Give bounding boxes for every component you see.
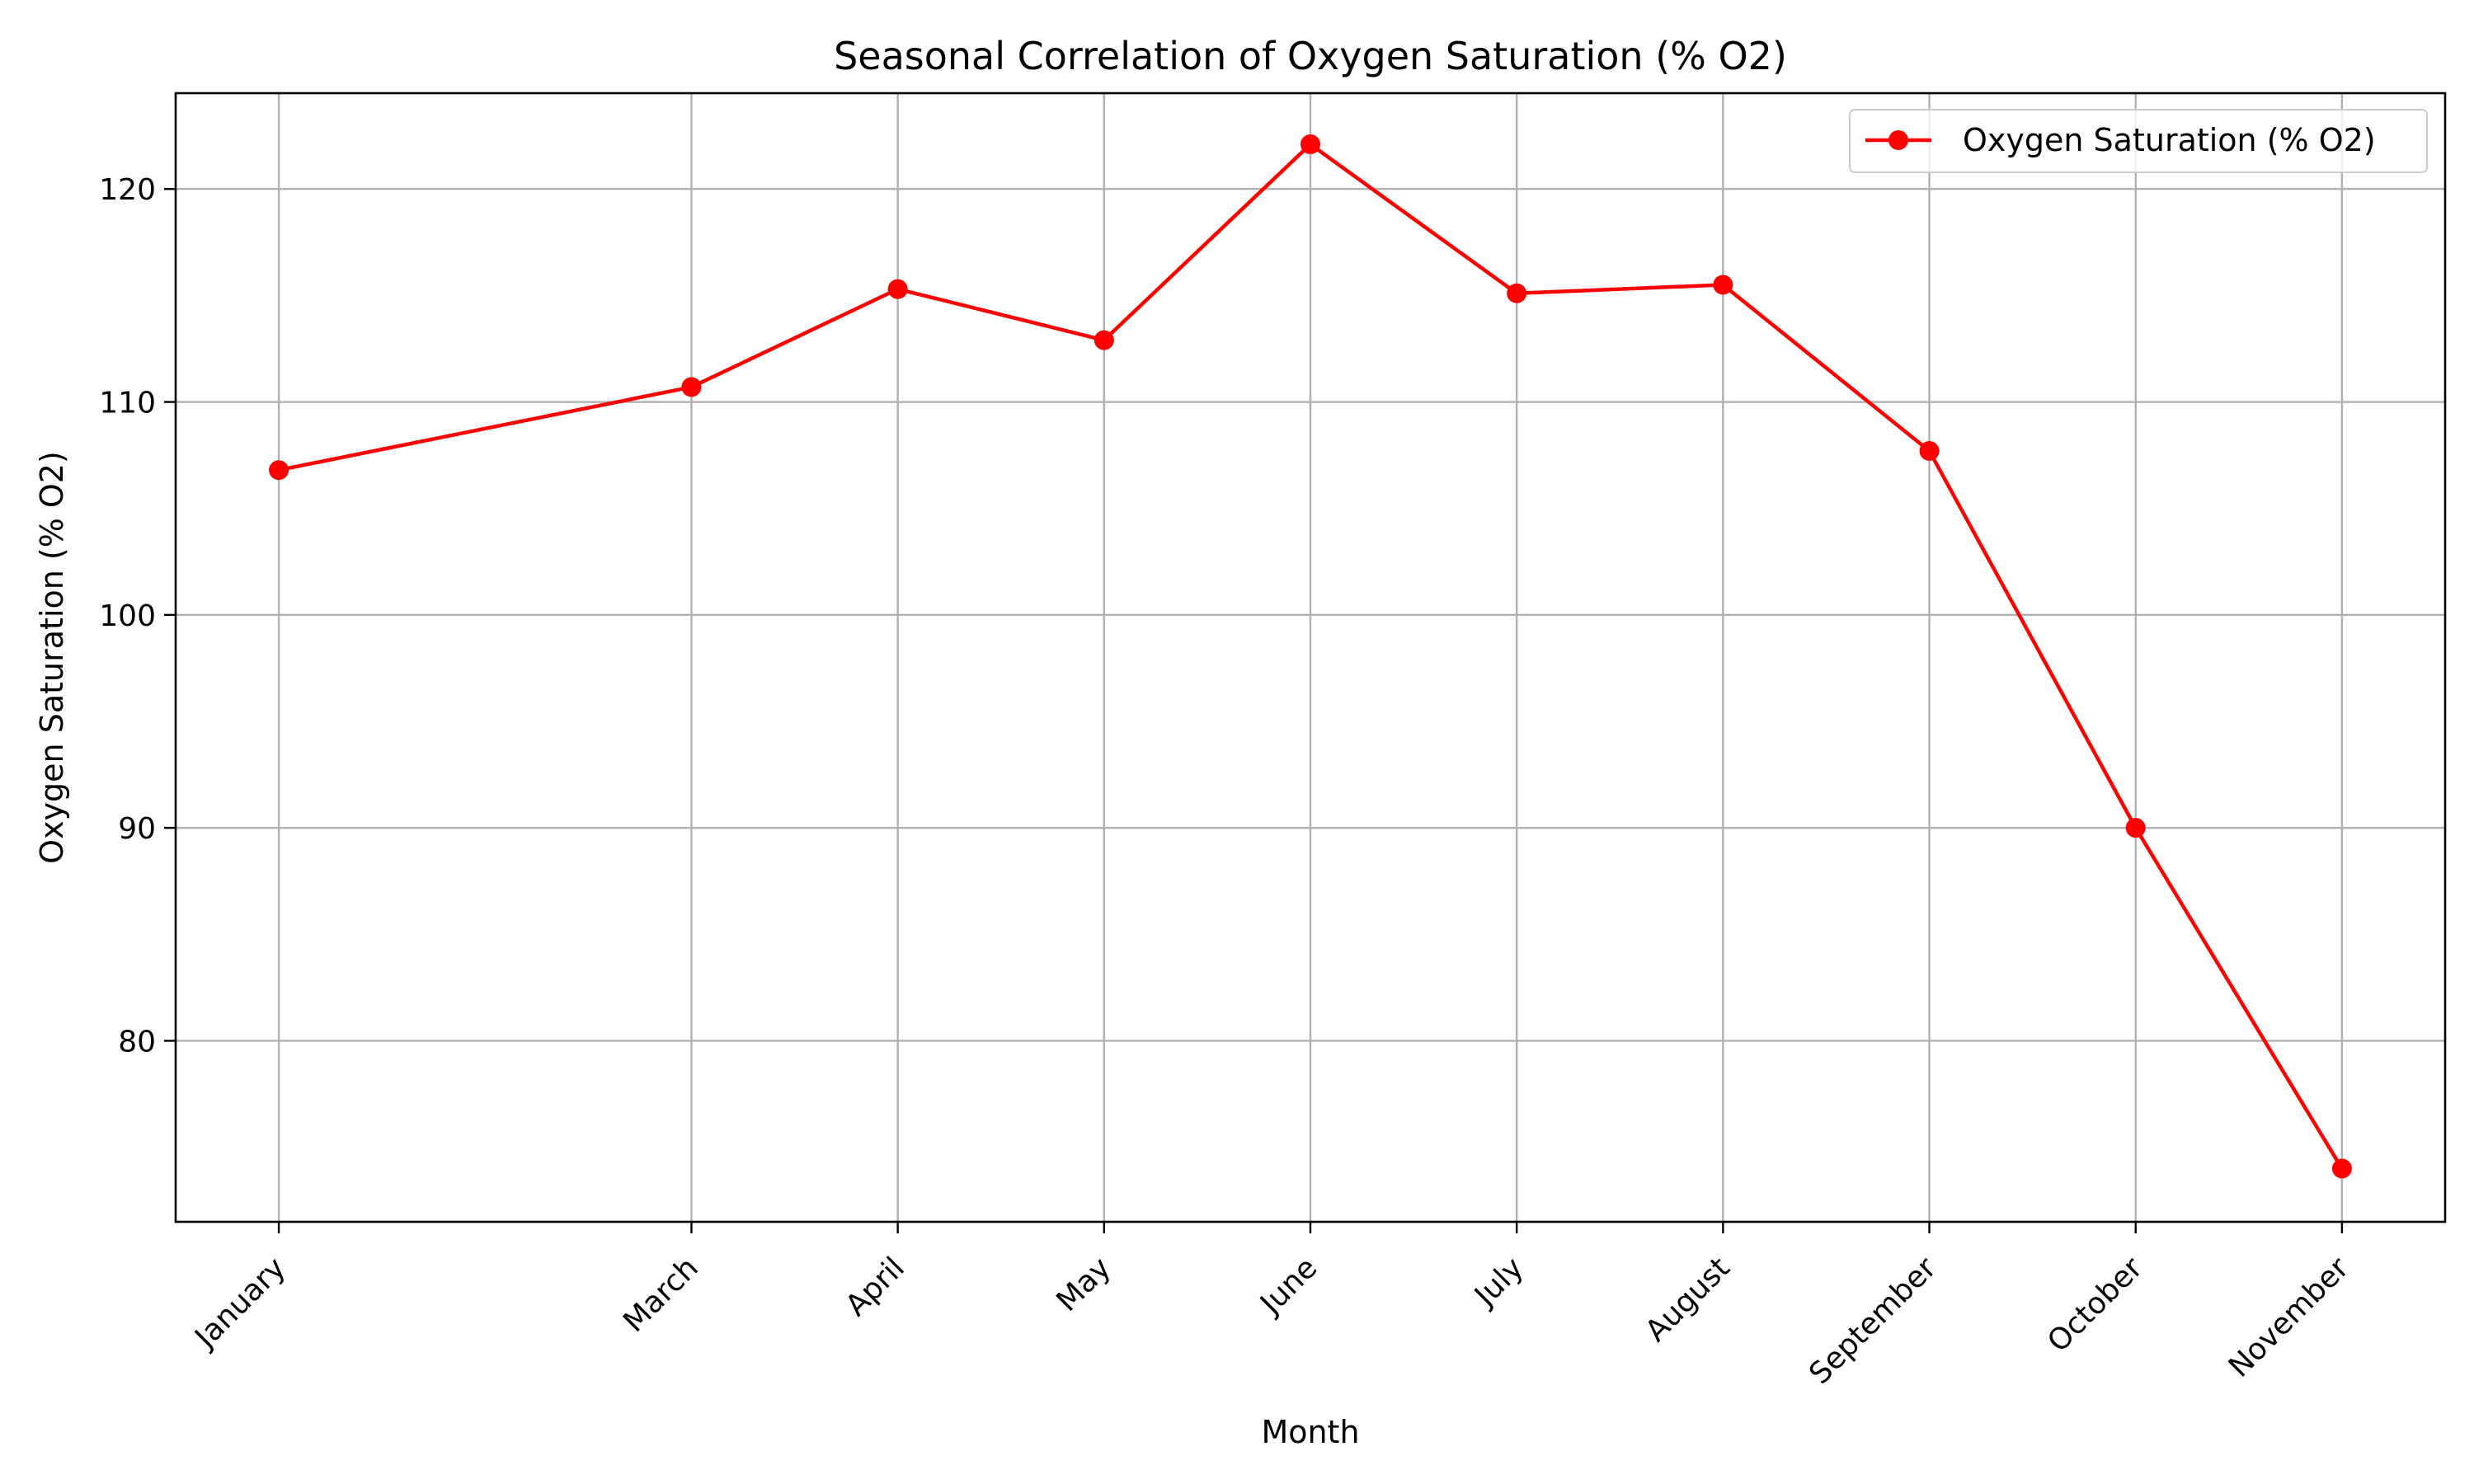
y-axis-title: Oxygen Saturation (% O2) — [34, 451, 70, 864]
legend-box — [1849, 109, 2428, 173]
series-line — [278, 142, 2344, 1170]
data-point — [2125, 818, 2146, 838]
legend-label: Oxygen Saturation (% O2) — [1963, 122, 2376, 158]
legend-marker-swatch — [1888, 130, 1908, 150]
chart-title: Seasonal Correlation of Oxygen Saturatio… — [834, 34, 1787, 78]
data-point — [1919, 440, 1940, 461]
grid — [176, 93, 2445, 1222]
data-point — [1507, 283, 1527, 303]
y-tick-label: 120 — [99, 173, 156, 207]
data-point — [1713, 275, 1733, 295]
data-point — [2331, 1158, 2352, 1179]
y-tick-label: 80 — [118, 1025, 156, 1059]
data-point — [269, 460, 289, 481]
y-tick-label: 90 — [118, 812, 156, 846]
x-axis-title: Month — [1261, 1414, 1359, 1450]
series-layer — [269, 134, 2352, 1179]
y-tick-label: 100 — [99, 599, 156, 633]
data-point — [681, 377, 702, 397]
data-point — [1094, 330, 1114, 350]
legend: Oxygen Saturation (% O2) — [1849, 109, 2428, 173]
data-point — [887, 279, 908, 299]
y-tick-label: 110 — [99, 387, 156, 420]
data-point — [1300, 134, 1320, 154]
